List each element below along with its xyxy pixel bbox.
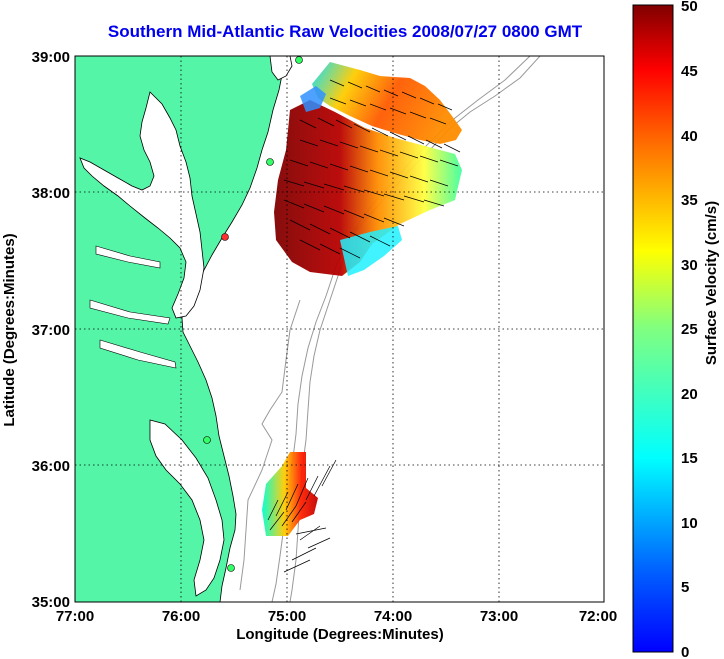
radar-sites — [203, 56, 303, 572]
velocity-field-north-main — [274, 100, 462, 276]
plot-frame — [74, 55, 605, 603]
x-axis-label: Longitude (Degrees:Minutes) — [236, 626, 444, 643]
velocity-field-south — [262, 452, 318, 536]
colorbar-tick-label: 50 — [681, 0, 698, 15]
x-tick-label: 72:00 — [579, 608, 617, 625]
colorbar-tick-label: 10 — [681, 515, 698, 532]
colorbar-tick-label: 5 — [681, 579, 689, 596]
x-axis-ticks: 77:00 76:00 75:00 74:00 73:00 72:00 — [56, 608, 617, 625]
colorbar-ticks: 50 45 40 35 30 25 20 15 10 5 0 — [681, 0, 698, 659]
colorbar-label: Surface Velocity (cm/s) — [703, 201, 720, 365]
y-axis-label: Latitude (Degrees:Minutes) — [1, 233, 18, 426]
x-tick-label: 77:00 — [56, 608, 94, 625]
colorbar-tick-label: 20 — [681, 386, 698, 403]
y-tick-label: 35:00 — [32, 594, 70, 611]
river-2 — [95, 245, 161, 269]
y-axis-ticks: 39:00 38:00 37:00 36:00 35:00 — [32, 49, 70, 611]
colorbar-tick-label: 45 — [681, 63, 698, 80]
delaware-bay — [269, 56, 293, 81]
chesapeake-bay — [79, 91, 205, 319]
x-tick-label: 74:00 — [374, 608, 412, 625]
y-tick-label: 38:00 — [32, 185, 70, 202]
colorbar-tick-label: 0 — [681, 644, 689, 659]
colorbar-tick-label: 25 — [681, 321, 698, 338]
y-tick-label: 36:00 — [32, 458, 70, 475]
colorbar-tick-label: 35 — [681, 192, 698, 209]
river-3 — [89, 299, 171, 325]
colorbar-tick-label: 15 — [681, 450, 698, 467]
map-title: Southern Mid-Atlantic Raw Velocities 200… — [107, 22, 583, 41]
velocity-field-north-cyan — [340, 226, 402, 276]
y-tick-label: 37:00 — [32, 322, 70, 339]
grid-lines — [75, 56, 604, 602]
sound-water — [149, 419, 225, 597]
x-tick-label: 75:00 — [268, 608, 306, 625]
x-tick-label: 73:00 — [480, 608, 518, 625]
y-tick-label: 39:00 — [32, 49, 70, 66]
river-1 — [99, 339, 177, 369]
velocity-field-north-blue — [300, 86, 326, 112]
x-tick-label: 76:00 — [162, 608, 200, 625]
colorbar-tick-label: 40 — [681, 128, 698, 145]
colorbar-tick-label: 30 — [681, 257, 698, 274]
velocity-vectors — [267, 79, 461, 573]
colorbar — [632, 4, 674, 653]
bathymetry-contour-3 — [239, 299, 301, 591]
